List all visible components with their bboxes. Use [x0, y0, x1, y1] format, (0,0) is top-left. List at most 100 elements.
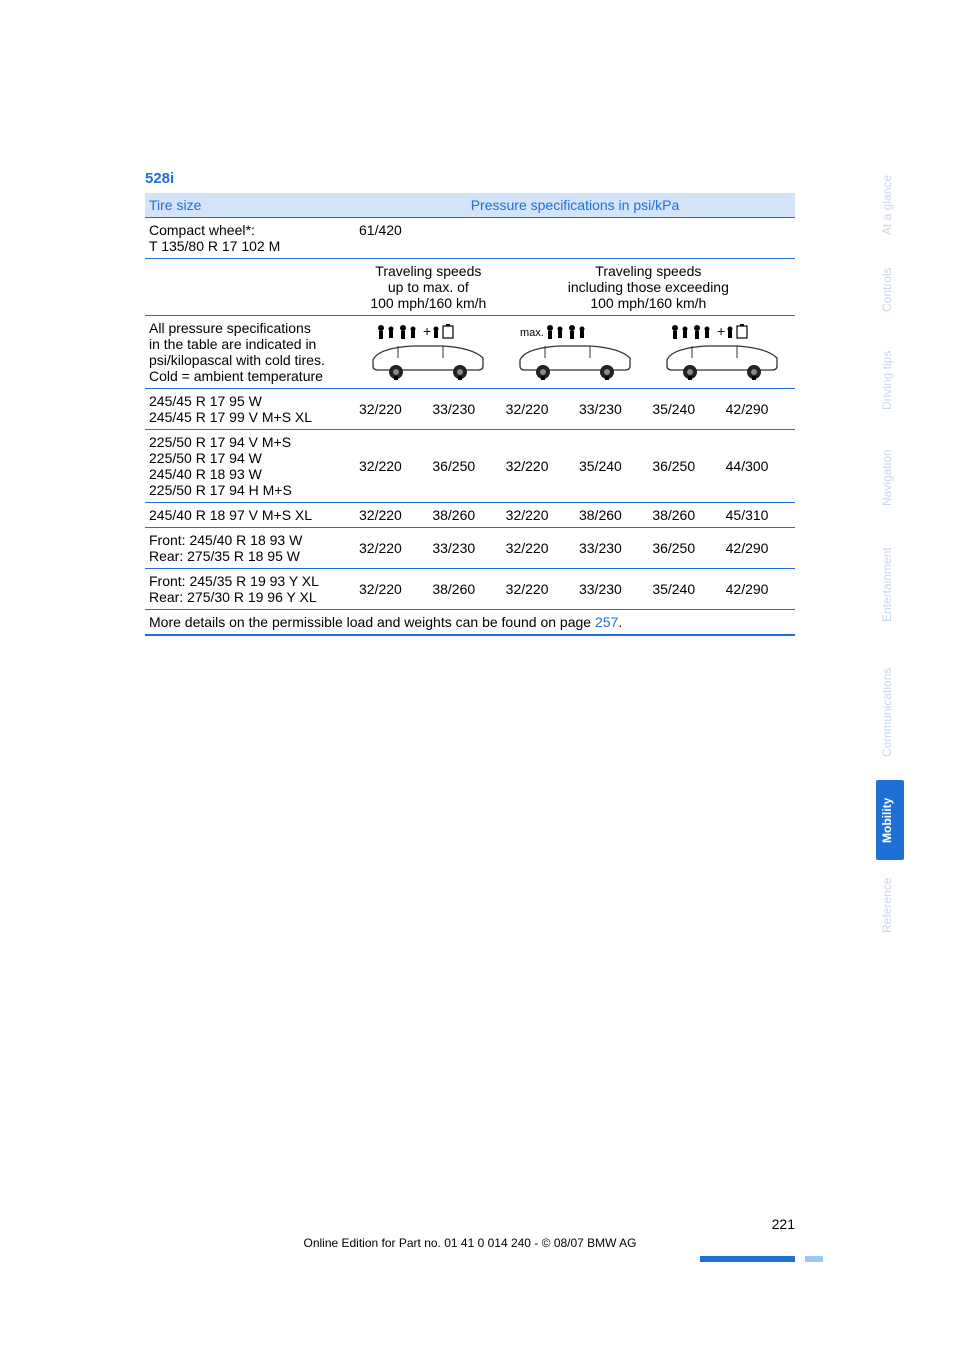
tire-spec: Rear: 275/30 R 19 96 Y XL — [149, 589, 317, 605]
pressure-value: 35/240 — [648, 569, 721, 610]
compact-value: 61/420 — [355, 218, 795, 259]
tire-spec: 245/40 R 18 93 W — [149, 466, 262, 482]
pressure-value: 36/250 — [648, 430, 721, 503]
pressure-value: 32/220 — [355, 503, 428, 528]
table-row: 245/40 R 18 97 V M+S XL32/22038/26032/22… — [145, 503, 795, 528]
page-footer: 221 Online Edition for Part no. 01 41 0 … — [145, 1216, 795, 1250]
tire-spec: Front: 245/40 R 18 93 W — [149, 532, 302, 548]
speed-header-row: Traveling speeds up to max. of 100 mph/1… — [145, 259, 795, 316]
footnote-row: More details on the permissible load and… — [145, 610, 795, 635]
side-tab-mobility[interactable]: Mobility — [876, 780, 904, 860]
side-tab-reference[interactable]: Reference — [876, 860, 904, 950]
pressure-value: 32/220 — [502, 528, 575, 569]
side-tabs: At a glanceControlsDriving tipsNavigatio… — [876, 160, 904, 950]
table-header-row: Tire size Pressure specifications in psi… — [145, 193, 795, 218]
side-tab-controls[interactable]: Controls — [876, 250, 904, 330]
pressure-value: 32/220 — [502, 389, 575, 430]
main-content: 528i Tire size Pressure specifications i… — [145, 170, 795, 636]
pressure-value: 36/250 — [648, 528, 721, 569]
compact-l2: T 135/80 R 17 102 M — [149, 238, 280, 254]
footnote-cell: More details on the permissible load and… — [145, 610, 795, 635]
tire-spec: Rear: 275/35 R 18 95 W — [149, 548, 300, 564]
pressure-value: 42/290 — [722, 528, 795, 569]
pressure-value: 33/230 — [575, 528, 648, 569]
footer-bar-2 — [805, 1256, 823, 1262]
pressure-value: 32/220 — [502, 430, 575, 503]
pressure-value: 32/220 — [502, 503, 575, 528]
max-label: max. — [520, 327, 544, 339]
pressure-value: 38/260 — [428, 503, 501, 528]
spec-table: Tire size Pressure specifications in psi… — [145, 193, 795, 636]
pressure-value: 42/290 — [722, 389, 795, 430]
table-row: 245/45 R 17 95 W245/45 R 17 99 V M+S XL3… — [145, 389, 795, 430]
row-label: 225/50 R 17 94 V M+S225/50 R 17 94 W245/… — [145, 430, 355, 503]
compact-l1: Compact wheel*: — [149, 222, 255, 238]
load-icon-2-plus-luggage: + — [363, 320, 493, 380]
sr3: 100 mph/160 km/h — [590, 295, 706, 311]
icon-cell-2: max. — [502, 316, 649, 389]
side-tab-entertainment[interactable]: Entertainment — [876, 525, 904, 645]
hdr-tire-size: Tire size — [145, 193, 355, 218]
compact-label: Compact wheel*: T 135/80 R 17 102 M — [145, 218, 355, 259]
icon-cell-1: + — [355, 316, 502, 389]
footer-bar-1 — [700, 1256, 795, 1262]
compact-wheel-row: Compact wheel*: T 135/80 R 17 102 M 61/4… — [145, 218, 795, 259]
pressure-value: 38/260 — [428, 569, 501, 610]
pressure-value: 38/260 — [575, 503, 648, 528]
sl2: up to max. of — [388, 279, 469, 295]
pressure-value: 44/300 — [722, 430, 795, 503]
table-row: 225/50 R 17 94 V M+S225/50 R 17 94 W245/… — [145, 430, 795, 503]
side-tab-at-a-glance[interactable]: At a glance — [876, 160, 904, 250]
sl1: Traveling speeds — [375, 263, 481, 279]
svg-text:+: + — [423, 323, 431, 339]
row-label: Front: 245/40 R 18 93 WRear: 275/35 R 18… — [145, 528, 355, 569]
pressure-value: 32/220 — [502, 569, 575, 610]
pressure-value: 32/220 — [355, 389, 428, 430]
tire-spec: 245/45 R 17 99 V M+S XL — [149, 409, 312, 425]
pressure-value: 33/230 — [575, 569, 648, 610]
speed-header-empty — [145, 259, 355, 316]
tire-spec: Front: 245/35 R 19 93 Y XL — [149, 573, 319, 589]
row-label: 245/45 R 17 95 W245/45 R 17 99 V M+S XL — [145, 389, 355, 430]
table-row: Front: 245/40 R 18 93 WRear: 275/35 R 18… — [145, 528, 795, 569]
pressure-value: 38/260 — [648, 503, 721, 528]
footnote-link[interactable]: 257 — [595, 614, 618, 630]
footer-line: Online Edition for Part no. 01 41 0 014 … — [145, 1236, 795, 1250]
pressure-value: 32/220 — [355, 528, 428, 569]
pressure-value: 42/290 — [722, 569, 795, 610]
pressure-value: 33/230 — [428, 389, 501, 430]
side-tab-communications[interactable]: Communications — [876, 645, 904, 780]
sr2: including those exceeding — [568, 279, 729, 295]
c3: psi/kilopascal with cold tires. — [149, 352, 325, 368]
load-icon-2-plus-luggage-b: + — [657, 320, 787, 380]
tire-spec: 225/50 R 17 94 V M+S — [149, 434, 291, 450]
pressure-value: 35/240 — [648, 389, 721, 430]
side-tab-driving-tips[interactable]: Driving tips — [876, 330, 904, 430]
hdr-pressure: Pressure specifications in psi/kPa — [355, 193, 795, 218]
sl3: 100 mph/160 km/h — [370, 295, 486, 311]
side-tab-navigation[interactable]: Navigation — [876, 430, 904, 525]
bottom-border — [145, 634, 795, 635]
condition-icon-row: All pressure specifications in the table… — [145, 316, 795, 389]
sr1: Traveling speeds — [595, 263, 701, 279]
pressure-value: 45/310 — [722, 503, 795, 528]
pressure-value: 32/220 — [355, 569, 428, 610]
table-row: Front: 245/35 R 19 93 Y XLRear: 275/30 R… — [145, 569, 795, 610]
pressure-value: 33/230 — [575, 389, 648, 430]
speed-left: Traveling speeds up to max. of 100 mph/1… — [355, 259, 502, 316]
condition-text: All pressure specifications in the table… — [145, 316, 355, 389]
pressure-value: 36/250 — [428, 430, 501, 503]
footnote-text: More details on the permissible load and… — [149, 614, 595, 630]
tire-spec: 245/40 R 18 97 V M+S XL — [149, 507, 312, 523]
pressure-value: 32/220 — [355, 430, 428, 503]
load-icon-max: max. — [510, 320, 640, 380]
page-number: 221 — [772, 1216, 795, 1232]
pressure-value: 35/240 — [575, 430, 648, 503]
svg-text:+: + — [717, 323, 725, 339]
footnote-suffix: . — [618, 614, 622, 630]
row-label: 245/40 R 18 97 V M+S XL — [145, 503, 355, 528]
c4: Cold = ambient temperature — [149, 368, 323, 384]
row-label: Front: 245/35 R 19 93 Y XLRear: 275/30 R… — [145, 569, 355, 610]
tire-spec: 225/50 R 17 94 W — [149, 450, 262, 466]
pressure-value: 33/230 — [428, 528, 501, 569]
